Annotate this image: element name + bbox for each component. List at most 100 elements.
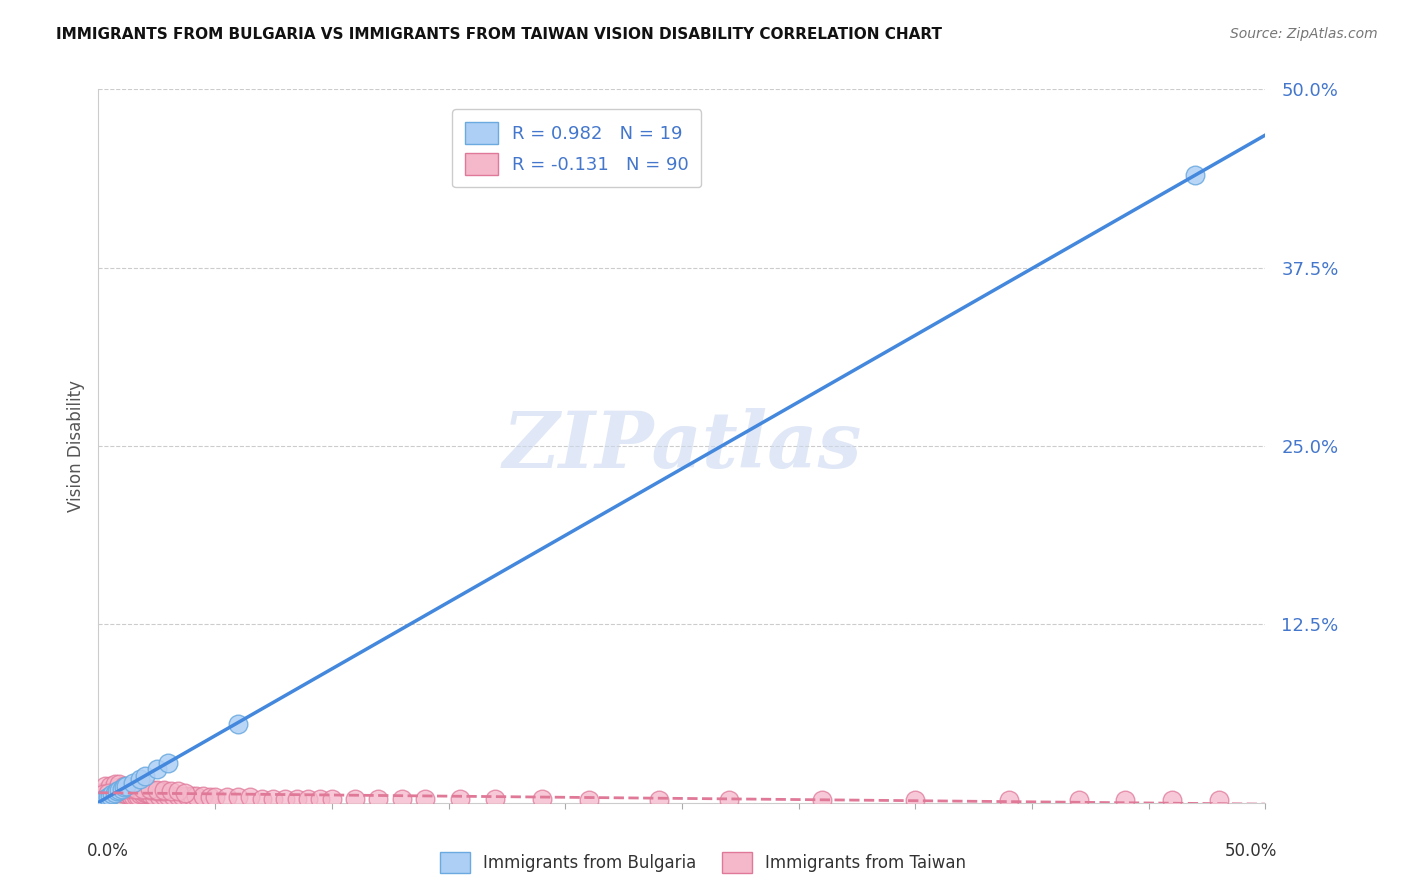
Point <box>250 791 273 805</box>
Point <box>176 789 198 803</box>
Point <box>162 789 184 803</box>
Point <box>129 783 152 797</box>
Point <box>97 790 120 805</box>
Point <box>152 783 174 797</box>
Point <box>122 781 145 796</box>
Point <box>112 779 135 793</box>
Point <box>449 791 471 805</box>
Point <box>91 790 114 805</box>
Point <box>215 790 238 805</box>
Point <box>146 762 169 776</box>
Point <box>157 756 180 770</box>
Point <box>143 789 166 803</box>
Point <box>297 791 319 805</box>
Point <box>146 784 169 798</box>
Point <box>193 789 215 803</box>
Point <box>90 791 112 805</box>
Point <box>97 789 120 803</box>
Point <box>285 791 308 805</box>
Point <box>309 791 332 805</box>
Point <box>91 793 114 807</box>
Point <box>1067 793 1090 807</box>
Point <box>101 786 124 800</box>
Point <box>111 781 134 796</box>
Point <box>344 791 367 805</box>
Point <box>94 791 117 805</box>
Point <box>90 794 112 808</box>
Point <box>101 787 124 801</box>
Point <box>91 787 114 801</box>
Point <box>413 791 436 805</box>
Point <box>104 786 127 800</box>
Point <box>132 781 155 796</box>
Point <box>129 787 152 801</box>
Point <box>125 789 148 803</box>
Point <box>105 784 128 798</box>
Point <box>274 791 297 805</box>
Point <box>578 793 600 807</box>
Point <box>115 781 138 796</box>
Point <box>136 786 159 800</box>
Point <box>118 780 141 794</box>
Point <box>904 793 927 807</box>
Point <box>98 789 121 803</box>
Point <box>1184 168 1206 182</box>
Point <box>104 781 127 796</box>
Point <box>204 790 226 805</box>
Point <box>94 779 117 793</box>
Point <box>1161 793 1184 807</box>
Point <box>484 791 506 805</box>
Text: Source: ZipAtlas.com: Source: ZipAtlas.com <box>1230 27 1378 41</box>
Point <box>152 784 174 798</box>
Point <box>105 784 128 798</box>
Point <box>173 786 195 800</box>
Point <box>367 791 389 805</box>
Point <box>139 781 162 796</box>
Legend: Immigrants from Bulgaria, Immigrants from Taiwan: Immigrants from Bulgaria, Immigrants fro… <box>433 846 973 880</box>
Point <box>122 789 145 803</box>
Point <box>717 793 740 807</box>
Text: IMMIGRANTS FROM BULGARIA VS IMMIGRANTS FROM TAIWAN VISION DISABILITY CORRELATION: IMMIGRANTS FROM BULGARIA VS IMMIGRANTS F… <box>56 27 942 42</box>
Point <box>166 789 188 803</box>
Point <box>127 789 149 803</box>
Point <box>97 786 120 800</box>
Point <box>997 793 1019 807</box>
Point <box>148 789 170 803</box>
Point <box>118 787 141 801</box>
Legend: R = 0.982   N = 19, R = -0.131   N = 90: R = 0.982 N = 19, R = -0.131 N = 90 <box>453 109 702 187</box>
Point <box>98 787 121 801</box>
Point <box>186 789 208 803</box>
Point <box>134 786 156 800</box>
Point <box>811 793 834 807</box>
Point <box>98 783 121 797</box>
Point <box>172 789 194 803</box>
Point <box>108 777 131 791</box>
Point <box>94 784 117 798</box>
Point <box>1114 793 1136 807</box>
Y-axis label: Vision Disability: Vision Disability <box>66 380 84 512</box>
Point <box>129 772 152 786</box>
Point <box>200 790 222 805</box>
Point <box>146 783 169 797</box>
Text: 50.0%: 50.0% <box>1225 842 1277 860</box>
Point <box>391 791 413 805</box>
Point <box>530 791 553 805</box>
Point <box>152 789 174 803</box>
Point <box>262 791 284 805</box>
Point <box>239 790 262 805</box>
Point <box>125 781 148 796</box>
Point <box>108 784 131 798</box>
Text: 0.0%: 0.0% <box>87 842 128 860</box>
Point <box>115 787 138 801</box>
Point <box>111 786 134 800</box>
Point <box>321 791 343 805</box>
Point <box>94 789 117 803</box>
Point <box>180 789 202 803</box>
Point <box>112 786 135 800</box>
Point <box>139 783 162 797</box>
Point <box>166 784 188 798</box>
Point <box>132 787 155 801</box>
Point <box>134 769 156 783</box>
Point <box>104 786 127 800</box>
Point <box>112 780 135 794</box>
